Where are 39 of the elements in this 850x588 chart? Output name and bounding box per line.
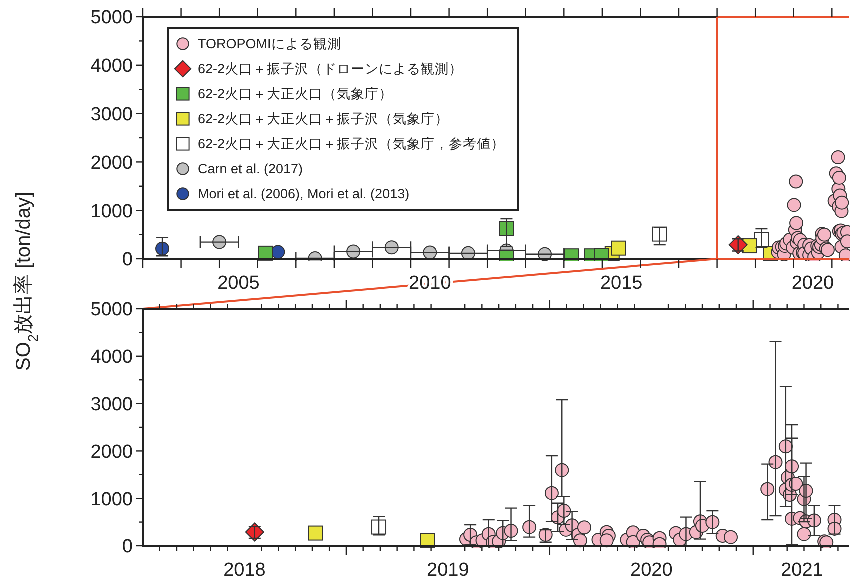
point xyxy=(372,520,387,535)
x-tick-label: 2020 xyxy=(630,560,673,581)
point xyxy=(156,242,170,256)
point xyxy=(831,150,846,165)
point xyxy=(787,198,802,212)
y-tick-label: 3000 xyxy=(90,394,133,416)
y-tick-label: 5000 xyxy=(90,300,133,321)
x-tick-label: 2015 xyxy=(600,273,643,294)
y-tick-label: 1000 xyxy=(90,201,133,222)
y-tick-label: 0 xyxy=(122,250,133,271)
legend-label: Mori et al. (2006), Mori et al. (2013) xyxy=(198,186,410,202)
legend-label: Carn et al. (2017) xyxy=(198,162,304,177)
y-tick-label: 4000 xyxy=(90,56,133,78)
x-tick-label: 2021 xyxy=(781,560,824,581)
point xyxy=(308,526,324,541)
x-tick-label: 2005 xyxy=(218,273,260,294)
legend-label: 62-2火口＋大正火口（気象庁） xyxy=(198,86,394,102)
y-tick-label: 3000 xyxy=(90,104,133,126)
point xyxy=(790,216,804,230)
legend-label: 62-2火口＋振子沢（ドローンによる観測） xyxy=(198,62,464,77)
y-tick-label: 0 xyxy=(122,536,133,558)
y-tick-label: 2000 xyxy=(90,442,133,463)
legend-label: 62-2火口＋大正火口＋振子沢（気象庁，参考値） xyxy=(198,136,506,152)
point xyxy=(384,240,399,255)
legend-label: TOROPOMIによる観測 xyxy=(198,36,342,52)
x-tick-label: 2020 xyxy=(792,273,834,294)
x-tick-label: 2018 xyxy=(224,560,266,581)
y-tick-label: 4000 xyxy=(90,347,133,368)
point xyxy=(245,522,264,542)
x-tick-label: 2019 xyxy=(427,560,470,581)
point xyxy=(728,235,748,254)
point xyxy=(832,170,846,185)
y-tick-label: 2000 xyxy=(90,152,133,174)
point xyxy=(611,240,626,256)
y-tick-label: 1000 xyxy=(90,489,133,510)
y-tick-label: 5000 xyxy=(90,8,133,29)
legend-label: 62-2火口＋大正火口＋振子沢（気象庁） xyxy=(198,112,450,127)
point xyxy=(789,174,804,189)
point xyxy=(835,196,850,210)
